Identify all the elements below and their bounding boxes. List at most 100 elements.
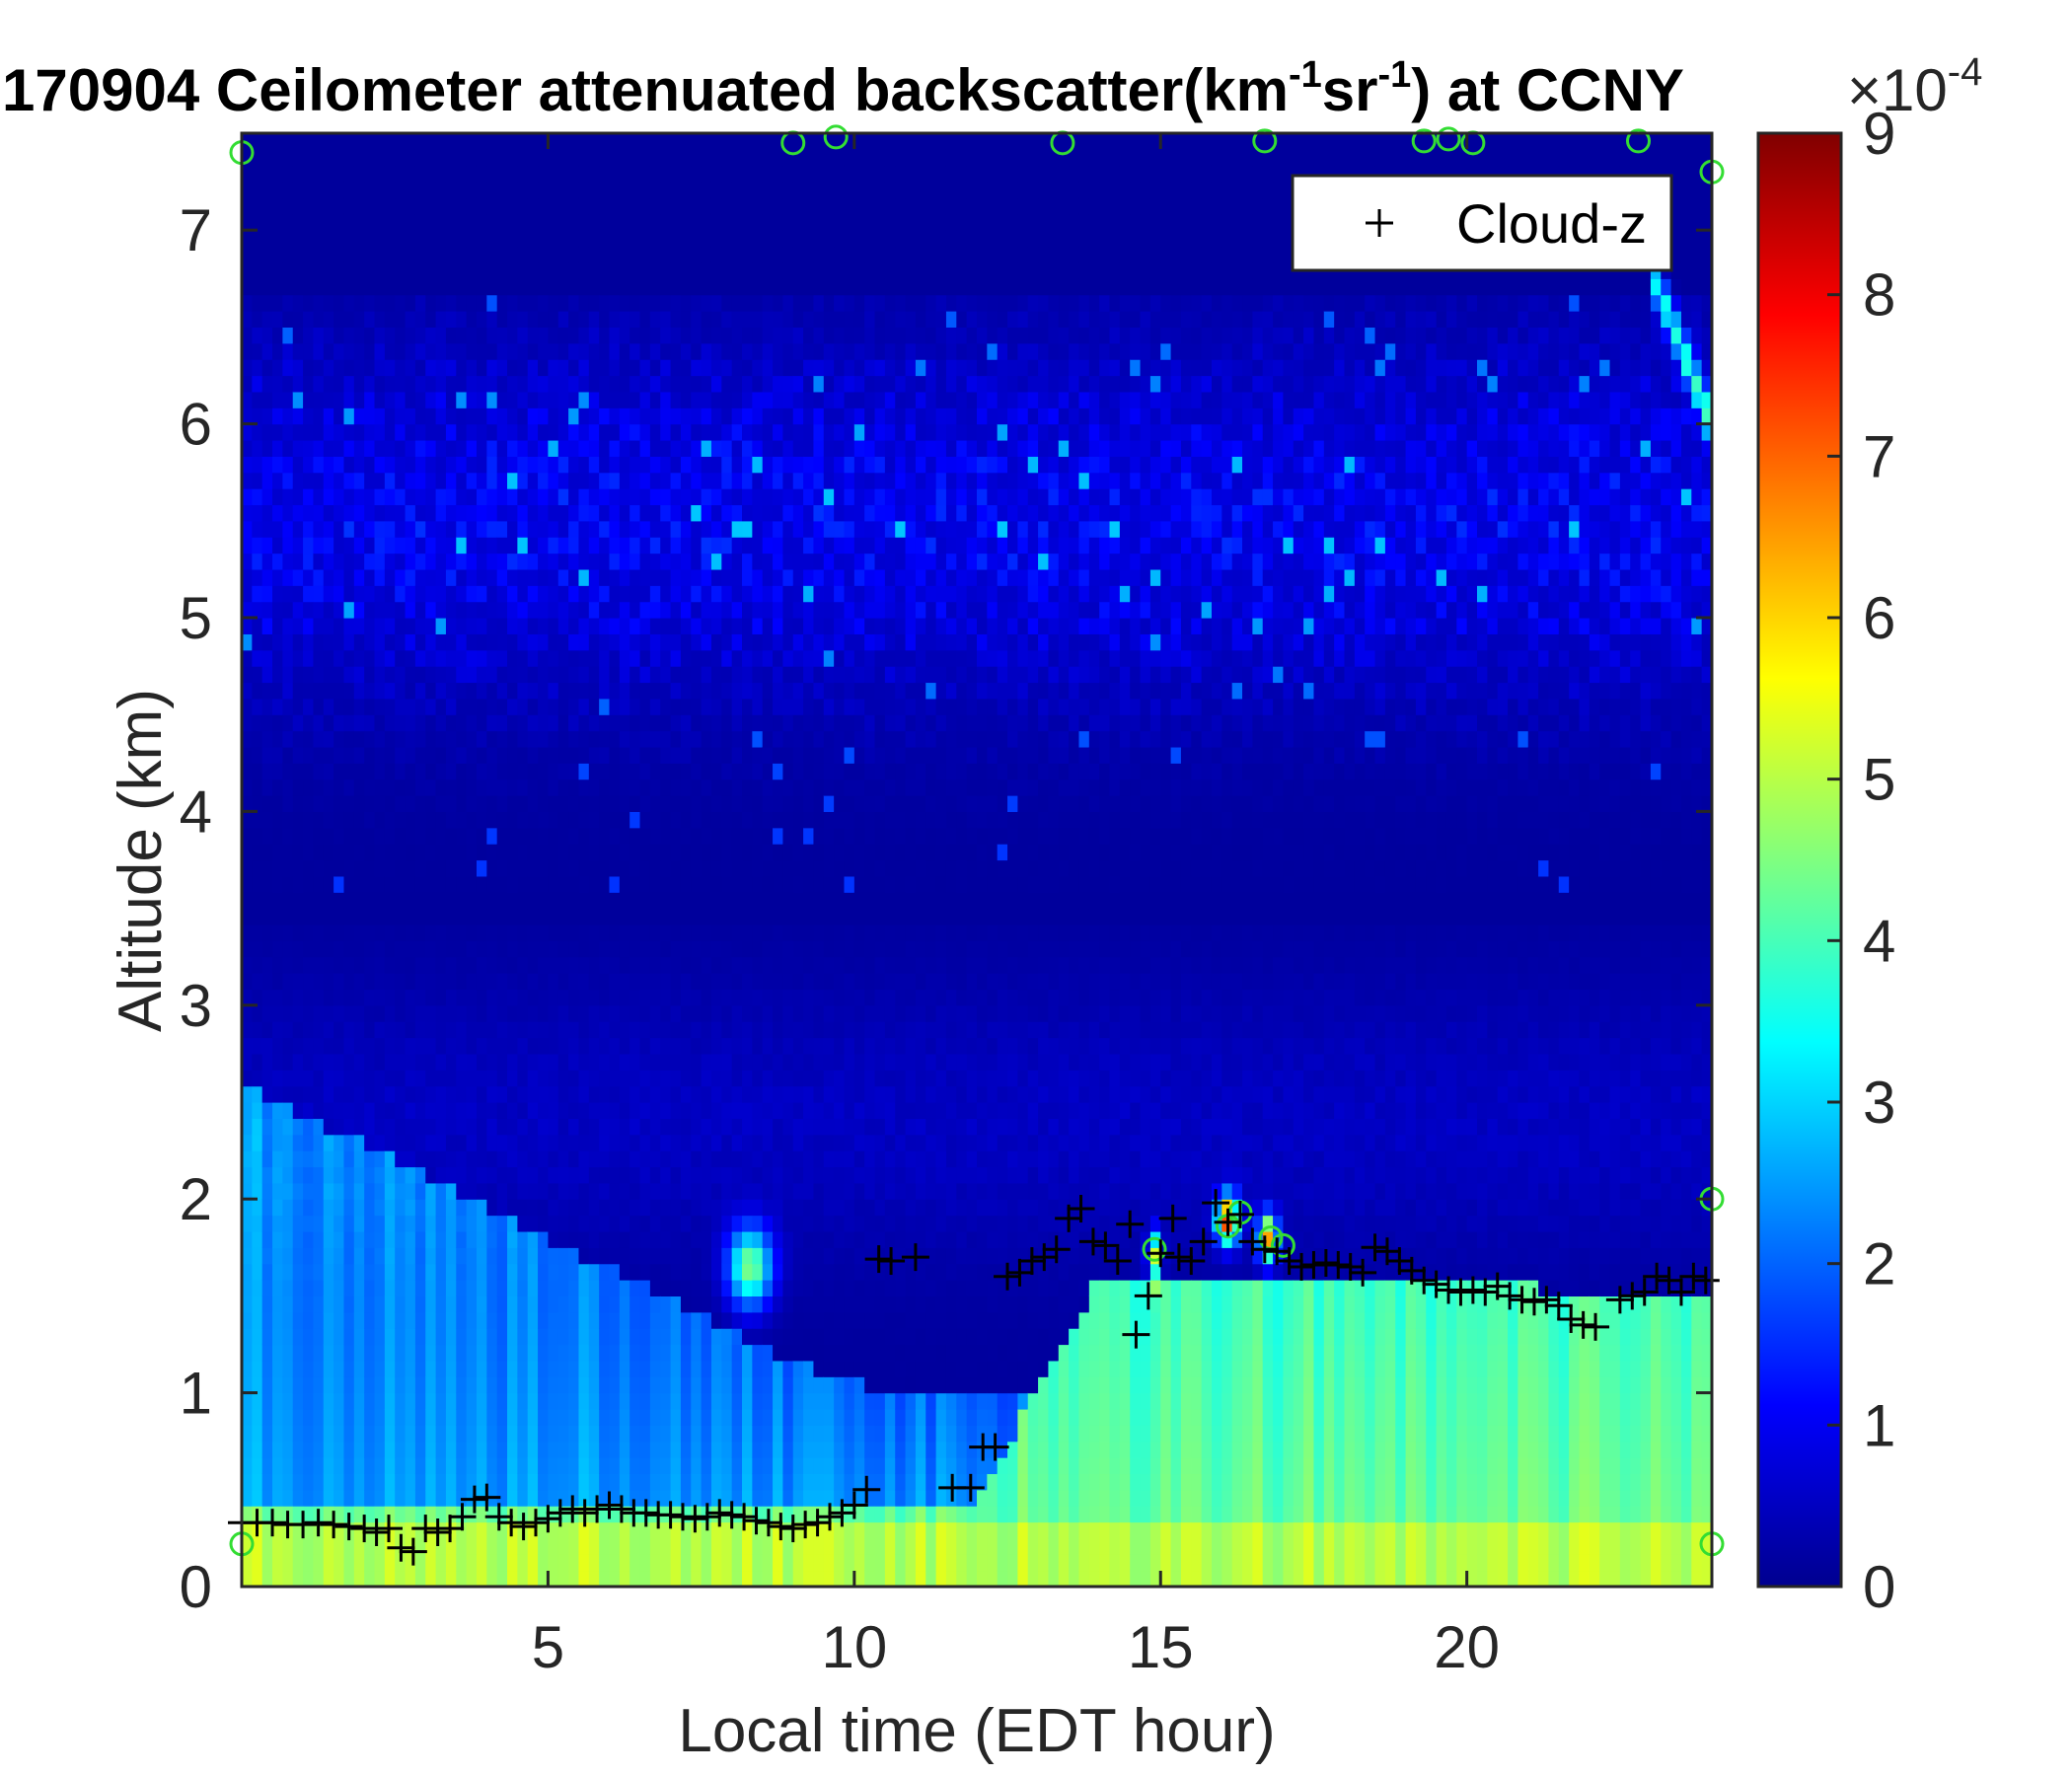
heatmap-cell	[691, 537, 703, 555]
heatmap-cell	[456, 778, 468, 796]
heatmap-cell	[629, 1408, 641, 1426]
heatmap-cell	[517, 1441, 529, 1458]
heatmap-cell	[313, 827, 325, 845]
heatmap-cell	[313, 1215, 325, 1232]
heatmap-cell	[496, 165, 508, 183]
heatmap-cell	[507, 439, 518, 457]
heatmap-cell	[384, 1134, 396, 1151]
heatmap-cell	[619, 1021, 630, 1039]
heatmap-cell	[731, 1344, 743, 1362]
heatmap-cell	[343, 311, 355, 328]
heatmap-cell	[568, 827, 580, 845]
heatmap-cell	[599, 682, 611, 700]
heatmap-cell	[476, 1021, 487, 1039]
heatmap-cell	[242, 601, 253, 619]
heatmap-cell	[742, 456, 753, 474]
heatmap-cell	[538, 230, 550, 248]
heatmap-cell	[272, 359, 283, 377]
heatmap-cell	[476, 472, 487, 489]
heatmap-cell	[557, 456, 569, 474]
heatmap-cell	[660, 1570, 672, 1588]
heatmap-cell	[414, 940, 426, 958]
heatmap-cell	[762, 391, 774, 408]
heatmap-cell	[691, 1263, 703, 1281]
heatmap-cell	[701, 811, 712, 829]
heatmap-cell	[435, 859, 447, 877]
heatmap-cell	[466, 391, 478, 408]
heatmap-cell	[252, 908, 263, 925]
heatmap-cell	[353, 649, 365, 667]
heatmap-cell	[395, 973, 407, 991]
heatmap-cell	[374, 1473, 386, 1491]
heatmap-cell	[313, 1150, 325, 1168]
heatmap-cell	[476, 1554, 487, 1572]
heatmap-cell	[701, 666, 712, 684]
heatmap-cell	[721, 375, 733, 393]
heatmap-cell	[629, 1457, 641, 1475]
heatmap-cell	[782, 1344, 794, 1362]
heatmap-cell	[364, 618, 376, 634]
heatmap-cell	[731, 1376, 743, 1394]
heatmap-cell	[323, 213, 334, 231]
heatmap-cell	[414, 698, 426, 715]
heatmap-cell	[680, 1085, 692, 1103]
heatmap-cell	[374, 359, 386, 377]
heatmap-cell	[680, 649, 692, 667]
heatmap-cell	[364, 504, 376, 522]
heatmap-cell	[242, 811, 253, 829]
heatmap-cell	[242, 261, 253, 279]
heatmap-cell	[496, 795, 508, 812]
heatmap-cell	[384, 1037, 396, 1055]
heatmap-cell	[568, 844, 580, 861]
heatmap-cell	[405, 1280, 416, 1296]
heatmap-cell	[384, 278, 396, 296]
heatmap-cell	[578, 601, 590, 619]
heatmap-cell	[619, 682, 630, 700]
heatmap-cell	[670, 1150, 682, 1168]
heatmap-cell	[731, 827, 743, 845]
heatmap-cell	[476, 940, 487, 958]
heatmap-cell	[710, 811, 722, 829]
heatmap-cell	[691, 1182, 703, 1200]
heatmap-cell	[721, 1489, 733, 1507]
heatmap-cell	[691, 488, 703, 506]
heatmap-cell	[414, 246, 426, 263]
heatmap-cell	[384, 423, 396, 441]
heatmap-cell	[313, 1441, 325, 1458]
heatmap-cell	[486, 1506, 498, 1523]
heatmap-cell	[670, 795, 682, 812]
heatmap-cell	[272, 585, 283, 603]
heatmap-cell	[292, 778, 304, 796]
heatmap-cell	[691, 1247, 703, 1265]
heatmap-cell	[414, 407, 426, 425]
heatmap-cell	[629, 1554, 641, 1572]
heatmap-cell	[374, 1344, 386, 1362]
heatmap-cell	[282, 327, 294, 344]
heatmap-cell	[313, 553, 325, 570]
heatmap-cell	[691, 1408, 703, 1426]
heatmap-cell	[752, 1408, 764, 1426]
heatmap-cell	[435, 439, 447, 457]
heatmap-cell	[619, 585, 630, 603]
heatmap-cell	[282, 568, 294, 586]
heatmap-cell	[803, 1004, 815, 1022]
heatmap-cell	[639, 1215, 651, 1232]
heatmap-cell	[333, 488, 345, 506]
heatmap-cell	[619, 1247, 630, 1265]
heatmap-cell	[445, 1085, 457, 1103]
heatmap-cell	[649, 504, 661, 522]
heatmap-cell	[680, 197, 692, 215]
heatmap-cell	[691, 342, 703, 360]
heatmap-cell	[782, 714, 794, 732]
heatmap-cell	[343, 989, 355, 1006]
heatmap-cell	[701, 989, 712, 1006]
heatmap-cell	[568, 537, 580, 555]
heatmap-cell	[701, 763, 712, 780]
heatmap-cell	[721, 1537, 733, 1555]
heatmap-cell	[527, 553, 539, 570]
heatmap-cell	[792, 261, 804, 279]
heatmap-cell	[629, 924, 641, 941]
heatmap-cell	[476, 568, 487, 586]
heatmap-cell	[466, 1521, 478, 1539]
heatmap-cell	[353, 682, 365, 700]
